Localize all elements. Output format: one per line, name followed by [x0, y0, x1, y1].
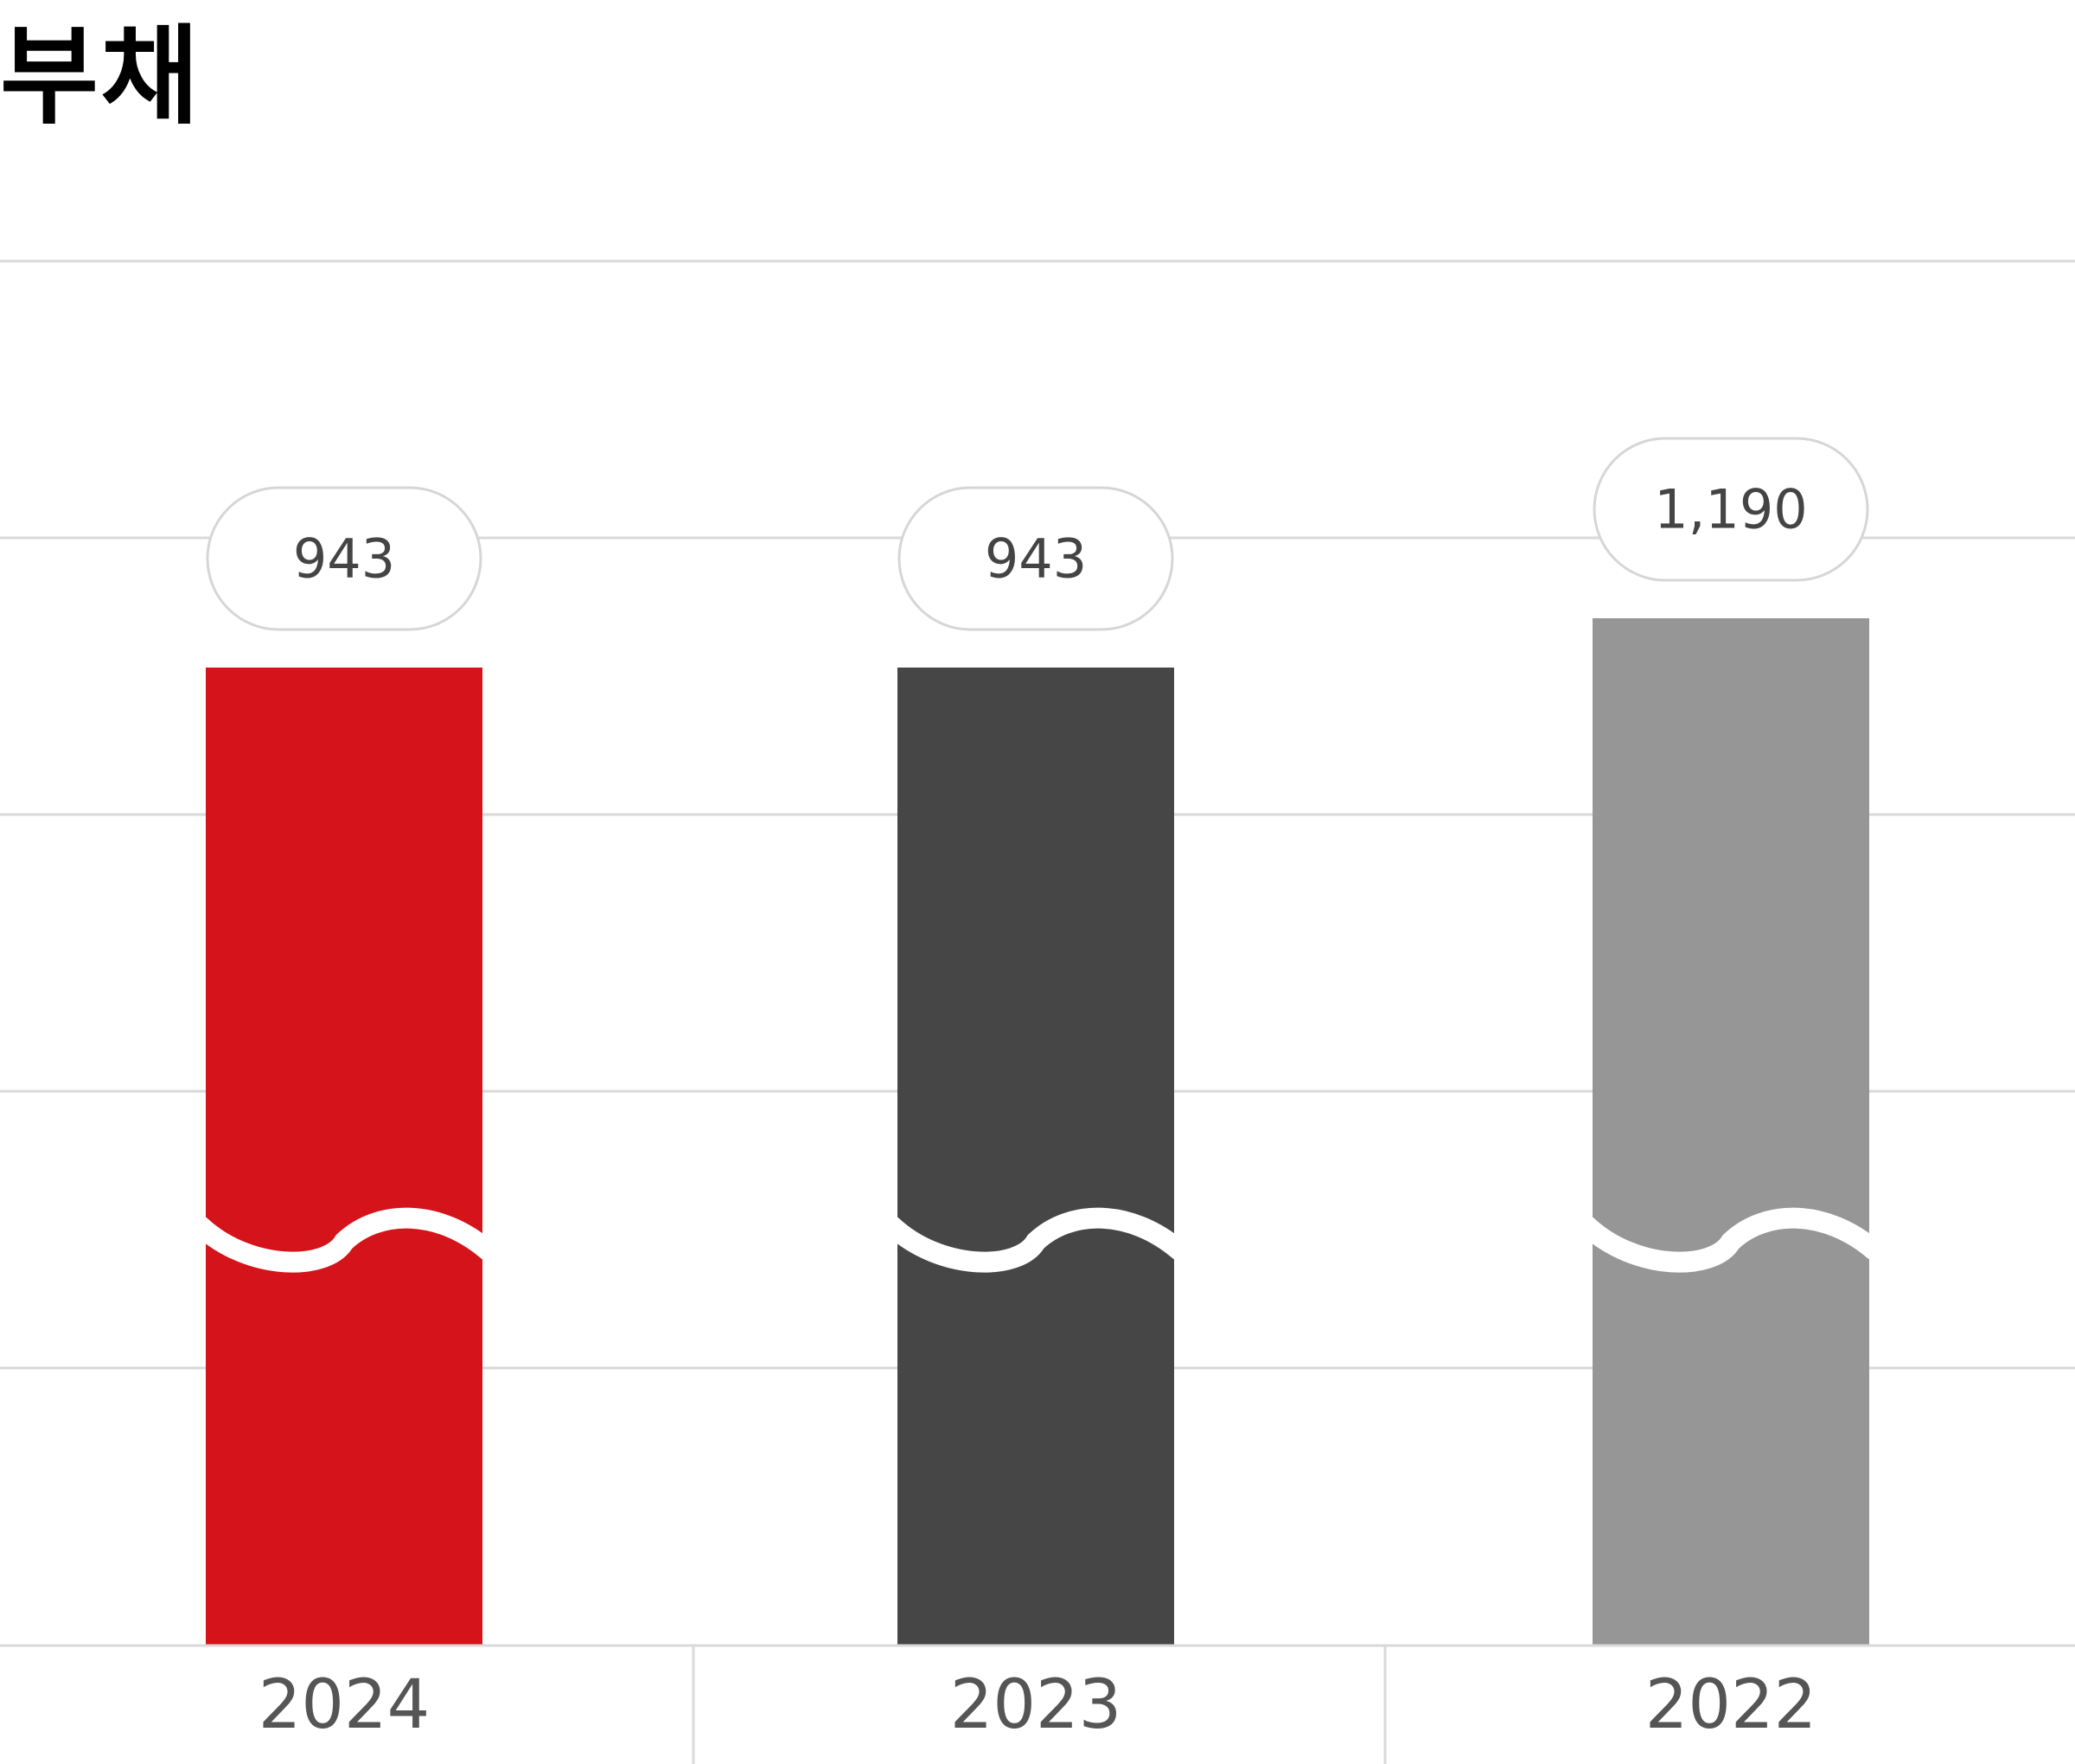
bar-2023 — [897, 668, 1174, 1646]
value-label: 943 — [985, 527, 1087, 591]
value-label-pill — [206, 486, 482, 631]
value-label-pill — [897, 486, 1174, 631]
value-label-pill — [1593, 437, 1869, 582]
x-tick-label: 2024 — [259, 1666, 431, 1744]
x-tick-label: 2023 — [950, 1666, 1122, 1744]
bar-2022 — [1593, 617, 1869, 1646]
bar-2024 — [206, 668, 482, 1646]
axis-break-mark — [882, 1207, 1190, 1273]
chart-title: 부채 — [0, 15, 201, 139]
value-label: 943 — [293, 527, 395, 591]
axis-break-mark — [190, 1207, 498, 1273]
value-label: 1,190 — [1654, 477, 1808, 540]
axis-break-mark — [1577, 1207, 1885, 1273]
x-tick-label: 2022 — [1645, 1666, 1817, 1744]
